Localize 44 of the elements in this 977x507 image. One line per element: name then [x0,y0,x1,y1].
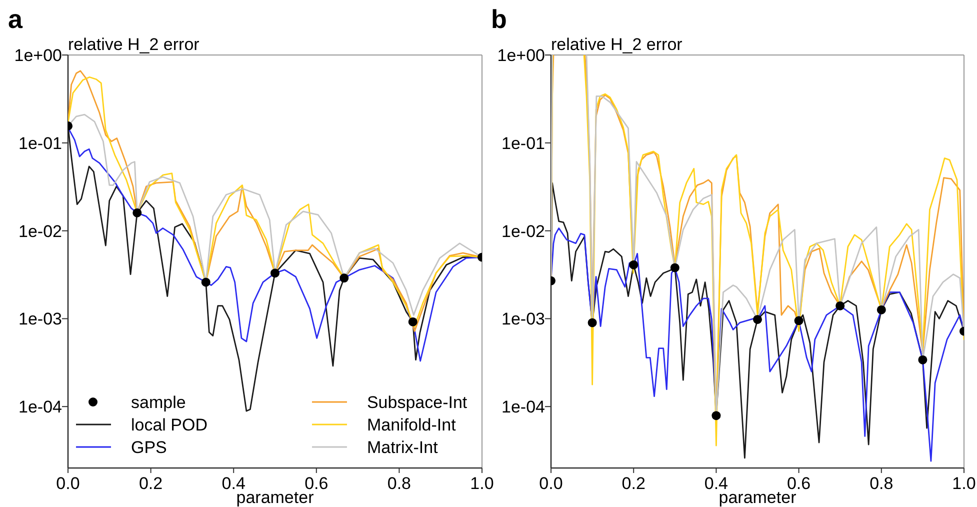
point [794,316,804,326]
text: b [491,4,507,34]
x-tick-label: 0.2 [138,474,163,493]
x-tick-label: 0.8 [387,474,412,493]
legend-label: sample [131,393,186,412]
point [629,260,638,270]
point [588,318,597,328]
point [876,305,886,314]
y-tick-label: 1e-01 [502,134,545,153]
point [132,208,142,218]
y-tick-label: 1e-03 [502,310,545,329]
x-tick-label: 0.0 [539,474,563,493]
point [340,274,349,283]
point [918,355,928,364]
y-tick-label: 1e-04 [18,398,62,417]
x-tick-label: 1.0 [952,474,976,493]
x-tick-label: 1.0 [470,474,494,493]
legend-label: Subspace-Int [366,393,468,412]
x-tick-label: 0.2 [622,474,646,493]
y-tick-label: 1e-02 [502,222,545,241]
legend-label: GPS [131,438,167,457]
chart-title: relative H_2 error [68,35,200,54]
point [408,317,418,326]
chart-title: relative H_2 error [551,35,683,54]
x-tick-label: 0.0 [56,474,80,493]
y-tick-label: 1e+00 [14,46,62,65]
y-tick-label: 1e+00 [497,46,545,65]
point [270,268,280,278]
text: a [8,4,23,34]
line-series [551,182,964,459]
point [670,263,680,272]
legend-label: Matrix-Int [366,438,438,457]
y-tick-label: 1e-03 [18,310,62,329]
point [712,411,721,420]
legend-label: local POD [131,416,208,434]
y-tick-label: 1e-04 [502,398,545,417]
point [201,278,210,287]
legend-label: Manifold-Int [366,416,456,434]
line-series [551,228,964,462]
point [836,301,845,310]
y-tick-label: 1e-01 [18,134,62,153]
x-tick-label: 0.8 [870,474,894,493]
point [753,314,762,324]
y-tick-label: 1e-02 [18,222,62,241]
